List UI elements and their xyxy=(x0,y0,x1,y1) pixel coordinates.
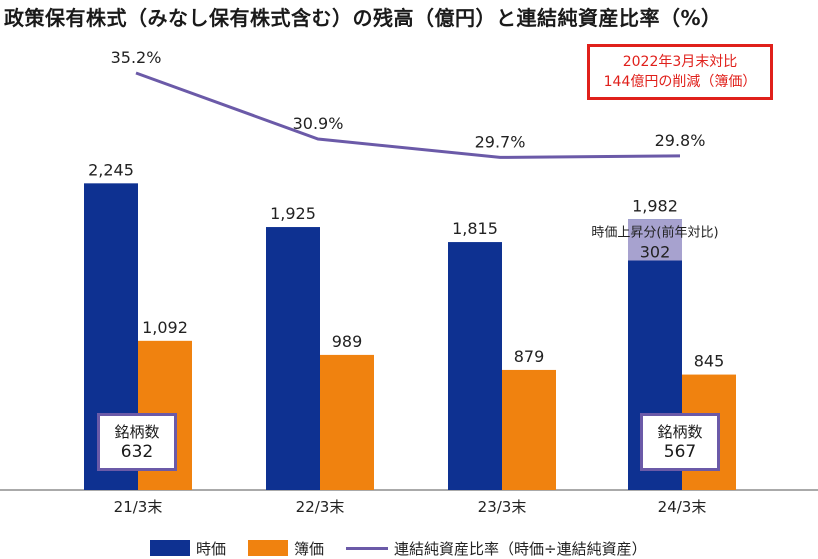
ratio-label-3: 29.8% xyxy=(655,131,706,150)
data-label-market-2: 1,815 xyxy=(452,219,498,238)
category-label-1: 22/3末 xyxy=(296,498,345,516)
callout-line-2: 144億円の削減（簿価） xyxy=(603,74,757,90)
bar-book-1 xyxy=(320,354,374,490)
legend-swatch-market xyxy=(150,540,190,556)
brand-count-value: 632 xyxy=(120,442,154,462)
increase-annotation-label: 時価上昇分(前年対比) xyxy=(591,224,718,240)
legend-item-ratio: 連結純資産比率（時価÷連結純資産） xyxy=(346,538,647,559)
category-label-2: 23/3末 xyxy=(478,498,527,516)
data-label-market-1: 1,925 xyxy=(270,204,316,223)
brand-count-box-21: 銘柄数 632 xyxy=(97,413,177,471)
category-label-0: 21/3末 xyxy=(114,498,163,516)
brand-count-label: 銘柄数 xyxy=(114,423,160,441)
reduction-callout: 2022年3月末対比 144億円の削減（簿価） xyxy=(587,44,773,100)
ratio-label-0: 35.2% xyxy=(111,48,162,67)
callout-line-1: 2022年3月末対比 xyxy=(622,54,738,70)
legend-item-book: 簿価 xyxy=(248,538,324,559)
ratio-label-2: 29.7% xyxy=(475,132,526,151)
bar-book-2 xyxy=(502,369,556,490)
legend-label-book: 簿価 xyxy=(294,539,325,558)
legend-swatch-ratio xyxy=(346,546,389,550)
bar-market-2 xyxy=(448,242,502,490)
increase-annotation-value: 302 xyxy=(640,242,671,261)
legend-item-market: 時価 xyxy=(150,538,226,559)
data-label-book-1: 989 xyxy=(332,332,363,351)
legend-label-ratio: 連結純資産比率（時価÷連結純資産） xyxy=(394,539,647,558)
ratio-line xyxy=(135,71,681,159)
brand-count-label: 銘柄数 xyxy=(657,423,703,441)
bar-market-1 xyxy=(266,227,320,491)
bar-increase-segment xyxy=(628,219,682,261)
ratio-label-1: 30.9% xyxy=(293,114,344,133)
data-label-book-3: 845 xyxy=(694,352,725,371)
brand-count-value: 567 xyxy=(663,442,697,462)
legend-label-market: 時価 xyxy=(196,539,227,558)
brand-count-box-24: 銘柄数 567 xyxy=(640,413,720,471)
category-label-3: 24/3末 xyxy=(658,498,707,516)
chart-title: 政策保有株式（みなし保有株式含む）の残高（億円）と連結純資産比率（%） xyxy=(4,6,722,30)
legend-swatch-book xyxy=(248,540,289,556)
data-label-market-3: 1,982 xyxy=(632,196,678,215)
data-label-market-0: 2,245 xyxy=(88,160,134,179)
legend: 時価 簿価 連結純資産比率（時価÷連結純資産） xyxy=(150,538,669,558)
data-label-book-0: 1,092 xyxy=(142,318,188,337)
data-label-book-2: 879 xyxy=(514,347,545,366)
